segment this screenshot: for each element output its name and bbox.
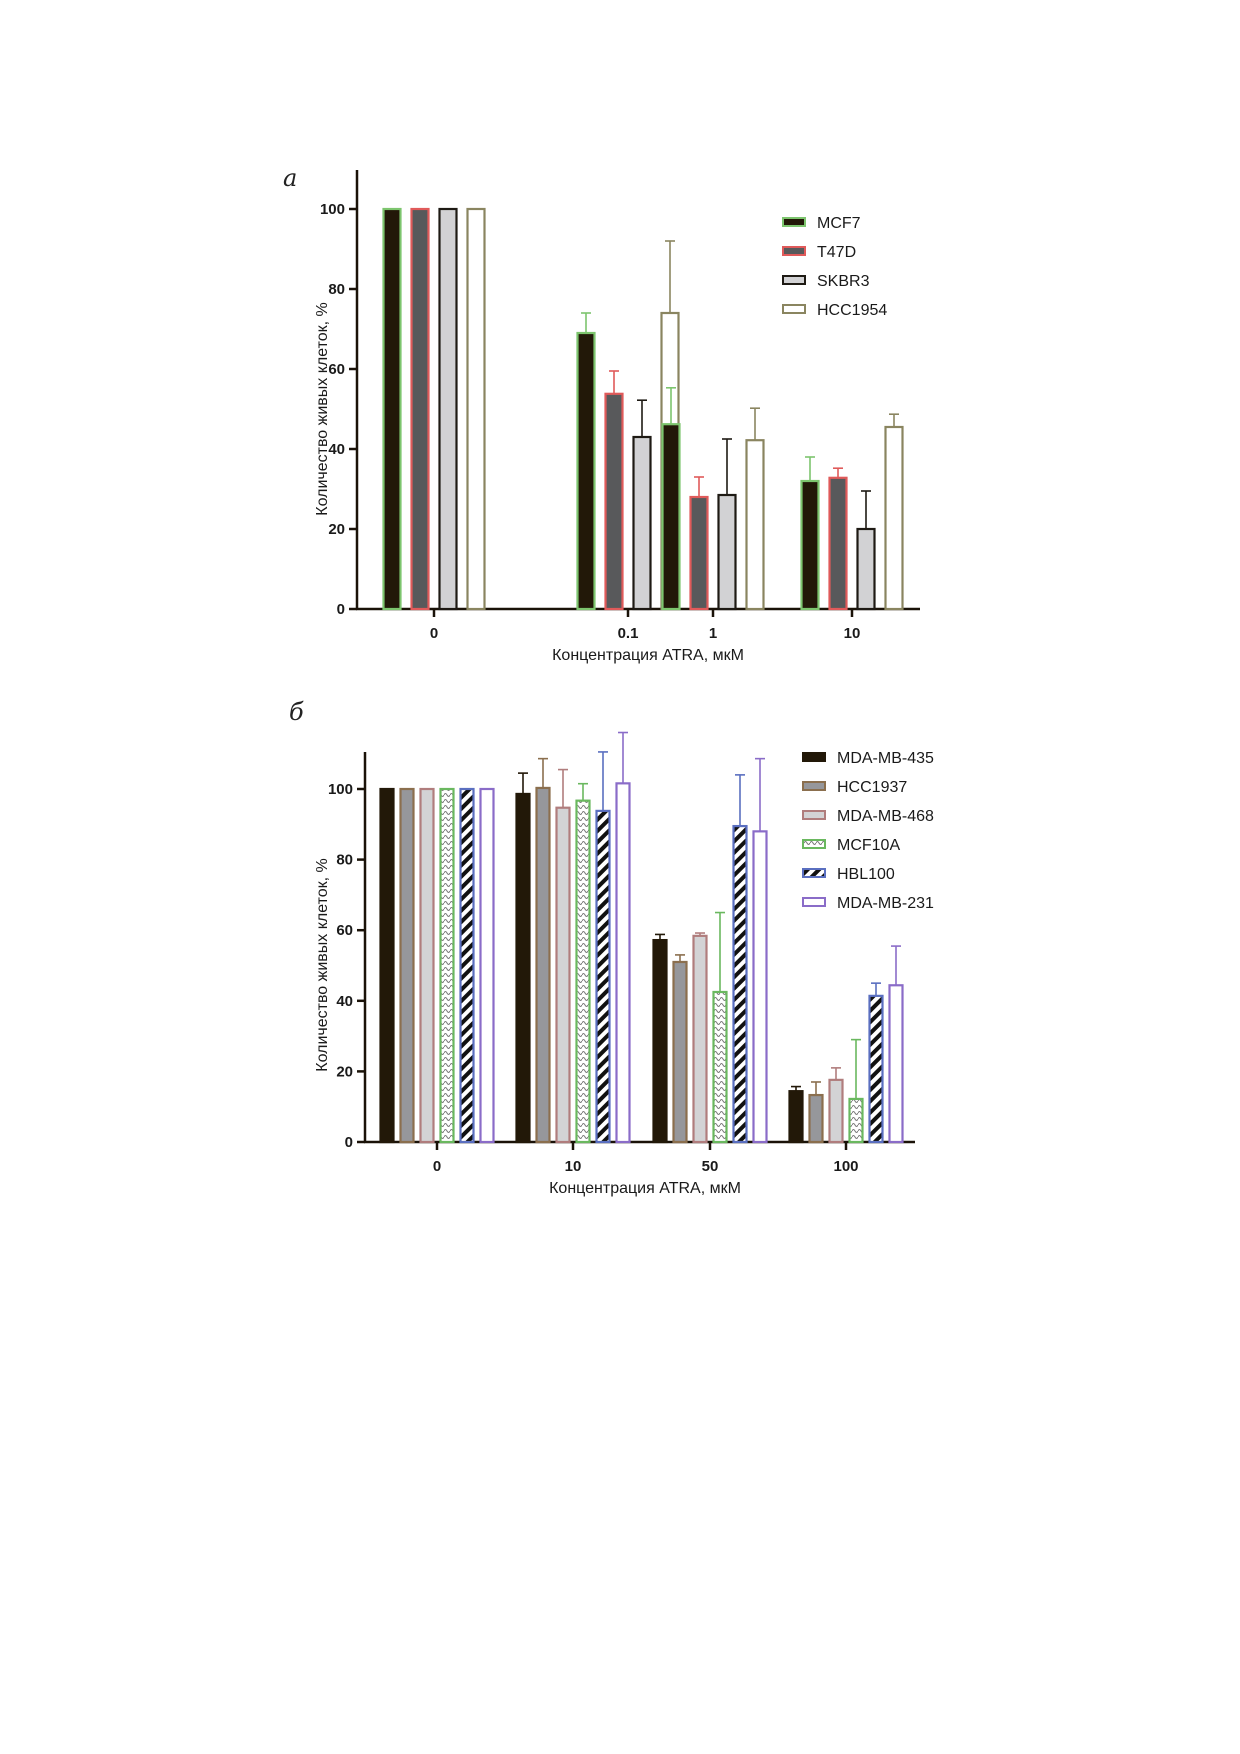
bar-mda-mb-435-100 xyxy=(788,1090,804,1144)
legend-label-mda-mb-435: MDA-MB-435 xyxy=(837,750,934,767)
legend-swatch-mcf7 xyxy=(782,217,806,227)
legend-swatch-mda-mb-231 xyxy=(802,897,826,907)
bar-mcf7-10 xyxy=(800,479,820,611)
legend-label-hcc1954: HCC1954 xyxy=(817,302,887,319)
bar-hbl100-50 xyxy=(732,824,748,1144)
bar-t47d-0 xyxy=(410,207,430,611)
y-tick-label: 60 xyxy=(328,361,345,378)
bar-skbr3-0 xyxy=(438,207,458,611)
x-tick-label: 0.1 xyxy=(618,625,639,642)
x-tick-label: 50 xyxy=(702,1158,719,1175)
chart-panel-b: б 0 20 40 60 80 100 0 10 50 100 Концентрация ATRA… xyxy=(289,698,934,1197)
bar-mda-mb-231-0 xyxy=(479,787,495,1144)
legend-swatch-skbr3 xyxy=(782,275,806,285)
panel-letter-b: б xyxy=(289,698,304,726)
bar-mda-mb-231-100 xyxy=(888,984,904,1144)
y-tick-label: 0 xyxy=(337,601,345,618)
y-tick-label: 20 xyxy=(328,521,345,538)
x-axis-label-a: Концентрация ATRA, мкМ xyxy=(552,647,744,664)
legend-swatch-hcc1954 xyxy=(782,304,806,314)
y-tick-label: 20 xyxy=(336,1063,353,1080)
legend-a: MCF7 T47D SKBR3 HCC1954 xyxy=(782,215,887,319)
legend-swatch-t47d xyxy=(782,246,806,256)
bar-mda-mb-231-50 xyxy=(752,830,768,1144)
bar-hcc1954-10 xyxy=(884,425,904,611)
bar-mda-mb-468-10 xyxy=(555,806,571,1144)
chart-panel-a: а 0 20 40 60 80 100 0 0.1 1 10 Концентрация ATRA,… xyxy=(283,164,920,664)
x-tick-label: 1 xyxy=(709,625,717,642)
bar-mcf7-0_1 xyxy=(576,331,596,611)
bar-hcc1954-0 xyxy=(466,207,486,611)
legend-label-mda-mb-231: MDA-MB-231 xyxy=(837,895,934,912)
bar-t47d-10 xyxy=(828,476,848,611)
y-tick-label: 80 xyxy=(328,281,345,298)
panel-letter-a: а xyxy=(283,164,297,192)
legend-swatch-hcc1937 xyxy=(802,781,826,791)
legend-swatch-mda-mb-468 xyxy=(802,810,826,820)
y-tick-label: 100 xyxy=(328,781,353,798)
bars-a xyxy=(382,207,904,611)
ticks-b: 0 20 40 60 80 100 0 10 50 100 xyxy=(328,781,859,1175)
bar-mda-mb-468-0 xyxy=(419,787,435,1144)
x-tick-label: 0 xyxy=(430,625,438,642)
y-tick-label: 80 xyxy=(336,852,353,869)
bar-skbr3-1 xyxy=(717,493,737,611)
bar-mcf10a-50 xyxy=(712,990,728,1144)
y-axis-label-a: Количество живых клеток, % xyxy=(314,302,331,516)
bar-mda-mb-468-100 xyxy=(828,1078,844,1144)
legend-label-mcf7: MCF7 xyxy=(817,215,861,232)
legend-label-t47d: T47D xyxy=(817,244,856,261)
bar-t47d-1 xyxy=(689,495,709,611)
bar-mcf10a-10 xyxy=(575,799,591,1144)
legend-label-mcf10a: MCF10A xyxy=(837,837,900,854)
bar-mda-mb-435-10 xyxy=(515,792,531,1144)
bar-mcf10a-0 xyxy=(439,787,455,1144)
bar-hcc1937-100 xyxy=(808,1093,824,1144)
bar-hcc1954-1 xyxy=(745,439,765,611)
y-tick-label: 60 xyxy=(336,922,353,939)
bar-mcf10a-100 xyxy=(848,1097,864,1144)
bar-hcc1937-0 xyxy=(399,787,415,1144)
ticks-a: 0 20 40 60 80 100 0 0.1 1 10 xyxy=(320,201,860,642)
bar-hbl100-100 xyxy=(868,994,884,1144)
y-tick-label: 40 xyxy=(328,441,345,458)
y-tick-label: 40 xyxy=(336,993,353,1010)
legend-swatch-mda-mb-435 xyxy=(802,752,826,762)
bar-hcc1937-50 xyxy=(672,960,688,1144)
bar-mcf7-1 xyxy=(661,423,681,611)
bar-t47d-0_1 xyxy=(604,392,624,611)
legend-swatch-mcf10a xyxy=(802,839,826,849)
y-tick-label: 0 xyxy=(345,1134,353,1151)
x-tick-label: 0 xyxy=(433,1158,441,1175)
x-tick-label: 10 xyxy=(565,1158,582,1175)
legend-label-skbr3: SKBR3 xyxy=(817,273,870,290)
bar-mda-mb-231-10 xyxy=(615,782,631,1144)
x-tick-label: 10 xyxy=(844,625,861,642)
y-tick-label: 100 xyxy=(320,201,345,218)
bars-b xyxy=(379,731,904,1144)
bar-hcc1937-10 xyxy=(535,786,551,1144)
x-tick-label: 100 xyxy=(833,1158,858,1175)
bar-skbr3-0_1 xyxy=(632,435,652,611)
bar-hbl100-10 xyxy=(595,809,611,1144)
legend-label-hcc1937: HCC1937 xyxy=(837,779,907,796)
legend-label-hbl100: HBL100 xyxy=(837,866,895,883)
legend-b: MDA-MB-435 HCC1937 MDA-MB-468 MCF10A HBL100 M… xyxy=(802,750,934,912)
legend-swatch-hbl100 xyxy=(802,868,826,878)
bar-mcf7-0 xyxy=(382,207,402,611)
bar-mda-mb-435-0 xyxy=(379,787,395,1144)
y-axis-label-b: Количество живых клеток, % xyxy=(314,858,331,1072)
bar-hbl100-0 xyxy=(459,787,475,1144)
bar-skbr3-10 xyxy=(856,527,876,611)
x-axis-label-b: Концентрация ATRA, мкМ xyxy=(549,1180,741,1197)
legend-label-mda-mb-468: MDA-MB-468 xyxy=(837,808,934,825)
bar-mda-mb-468-50 xyxy=(692,934,708,1144)
bar-mda-mb-435-50 xyxy=(652,938,668,1144)
